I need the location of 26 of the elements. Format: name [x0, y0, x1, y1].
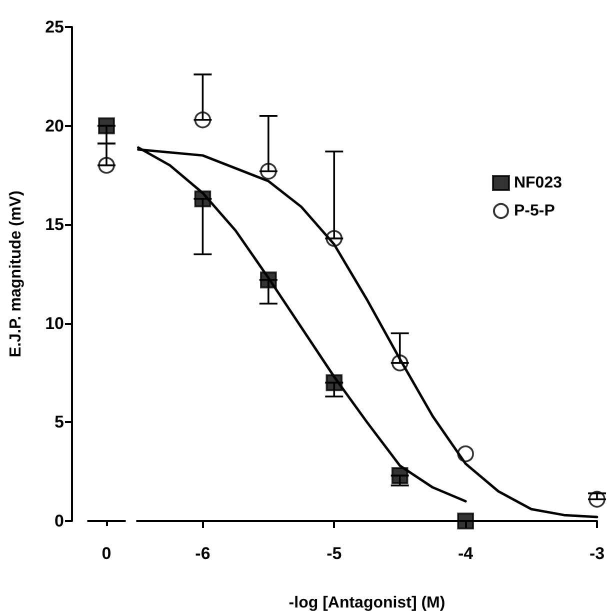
- x-tick-label: -4: [458, 544, 474, 563]
- x-tick-label: -3: [589, 544, 605, 563]
- x-tick-label: -5: [326, 544, 342, 563]
- point: [391, 354, 408, 372]
- point: [194, 190, 212, 208]
- point: [260, 272, 277, 288]
- point: [194, 111, 212, 128]
- point: [588, 490, 606, 508]
- legend-label: NF023: [514, 174, 562, 192]
- y-tick-label: 0: [54, 512, 64, 530]
- legend-label: P-5-P: [514, 202, 556, 220]
- y-axis-title: E.J.P. magnitude (mV): [8, 190, 24, 358]
- point: [260, 162, 277, 180]
- point: [326, 230, 343, 247]
- point: [391, 467, 408, 484]
- x-tick-label: 0: [102, 544, 112, 563]
- point: [457, 445, 474, 462]
- x-tick-label: -6: [195, 544, 210, 563]
- y-tick-label: 5: [54, 412, 64, 432]
- y-tick-label: 10: [45, 314, 64, 333]
- y-tick-label: 25: [45, 18, 64, 36]
- x-axis-title: -log [Antagonist] (M): [288, 594, 446, 611]
- point: [326, 374, 343, 392]
- y-tick-label: 15: [45, 215, 64, 234]
- y-tick-label: 20: [45, 116, 64, 136]
- point: [457, 512, 474, 530]
